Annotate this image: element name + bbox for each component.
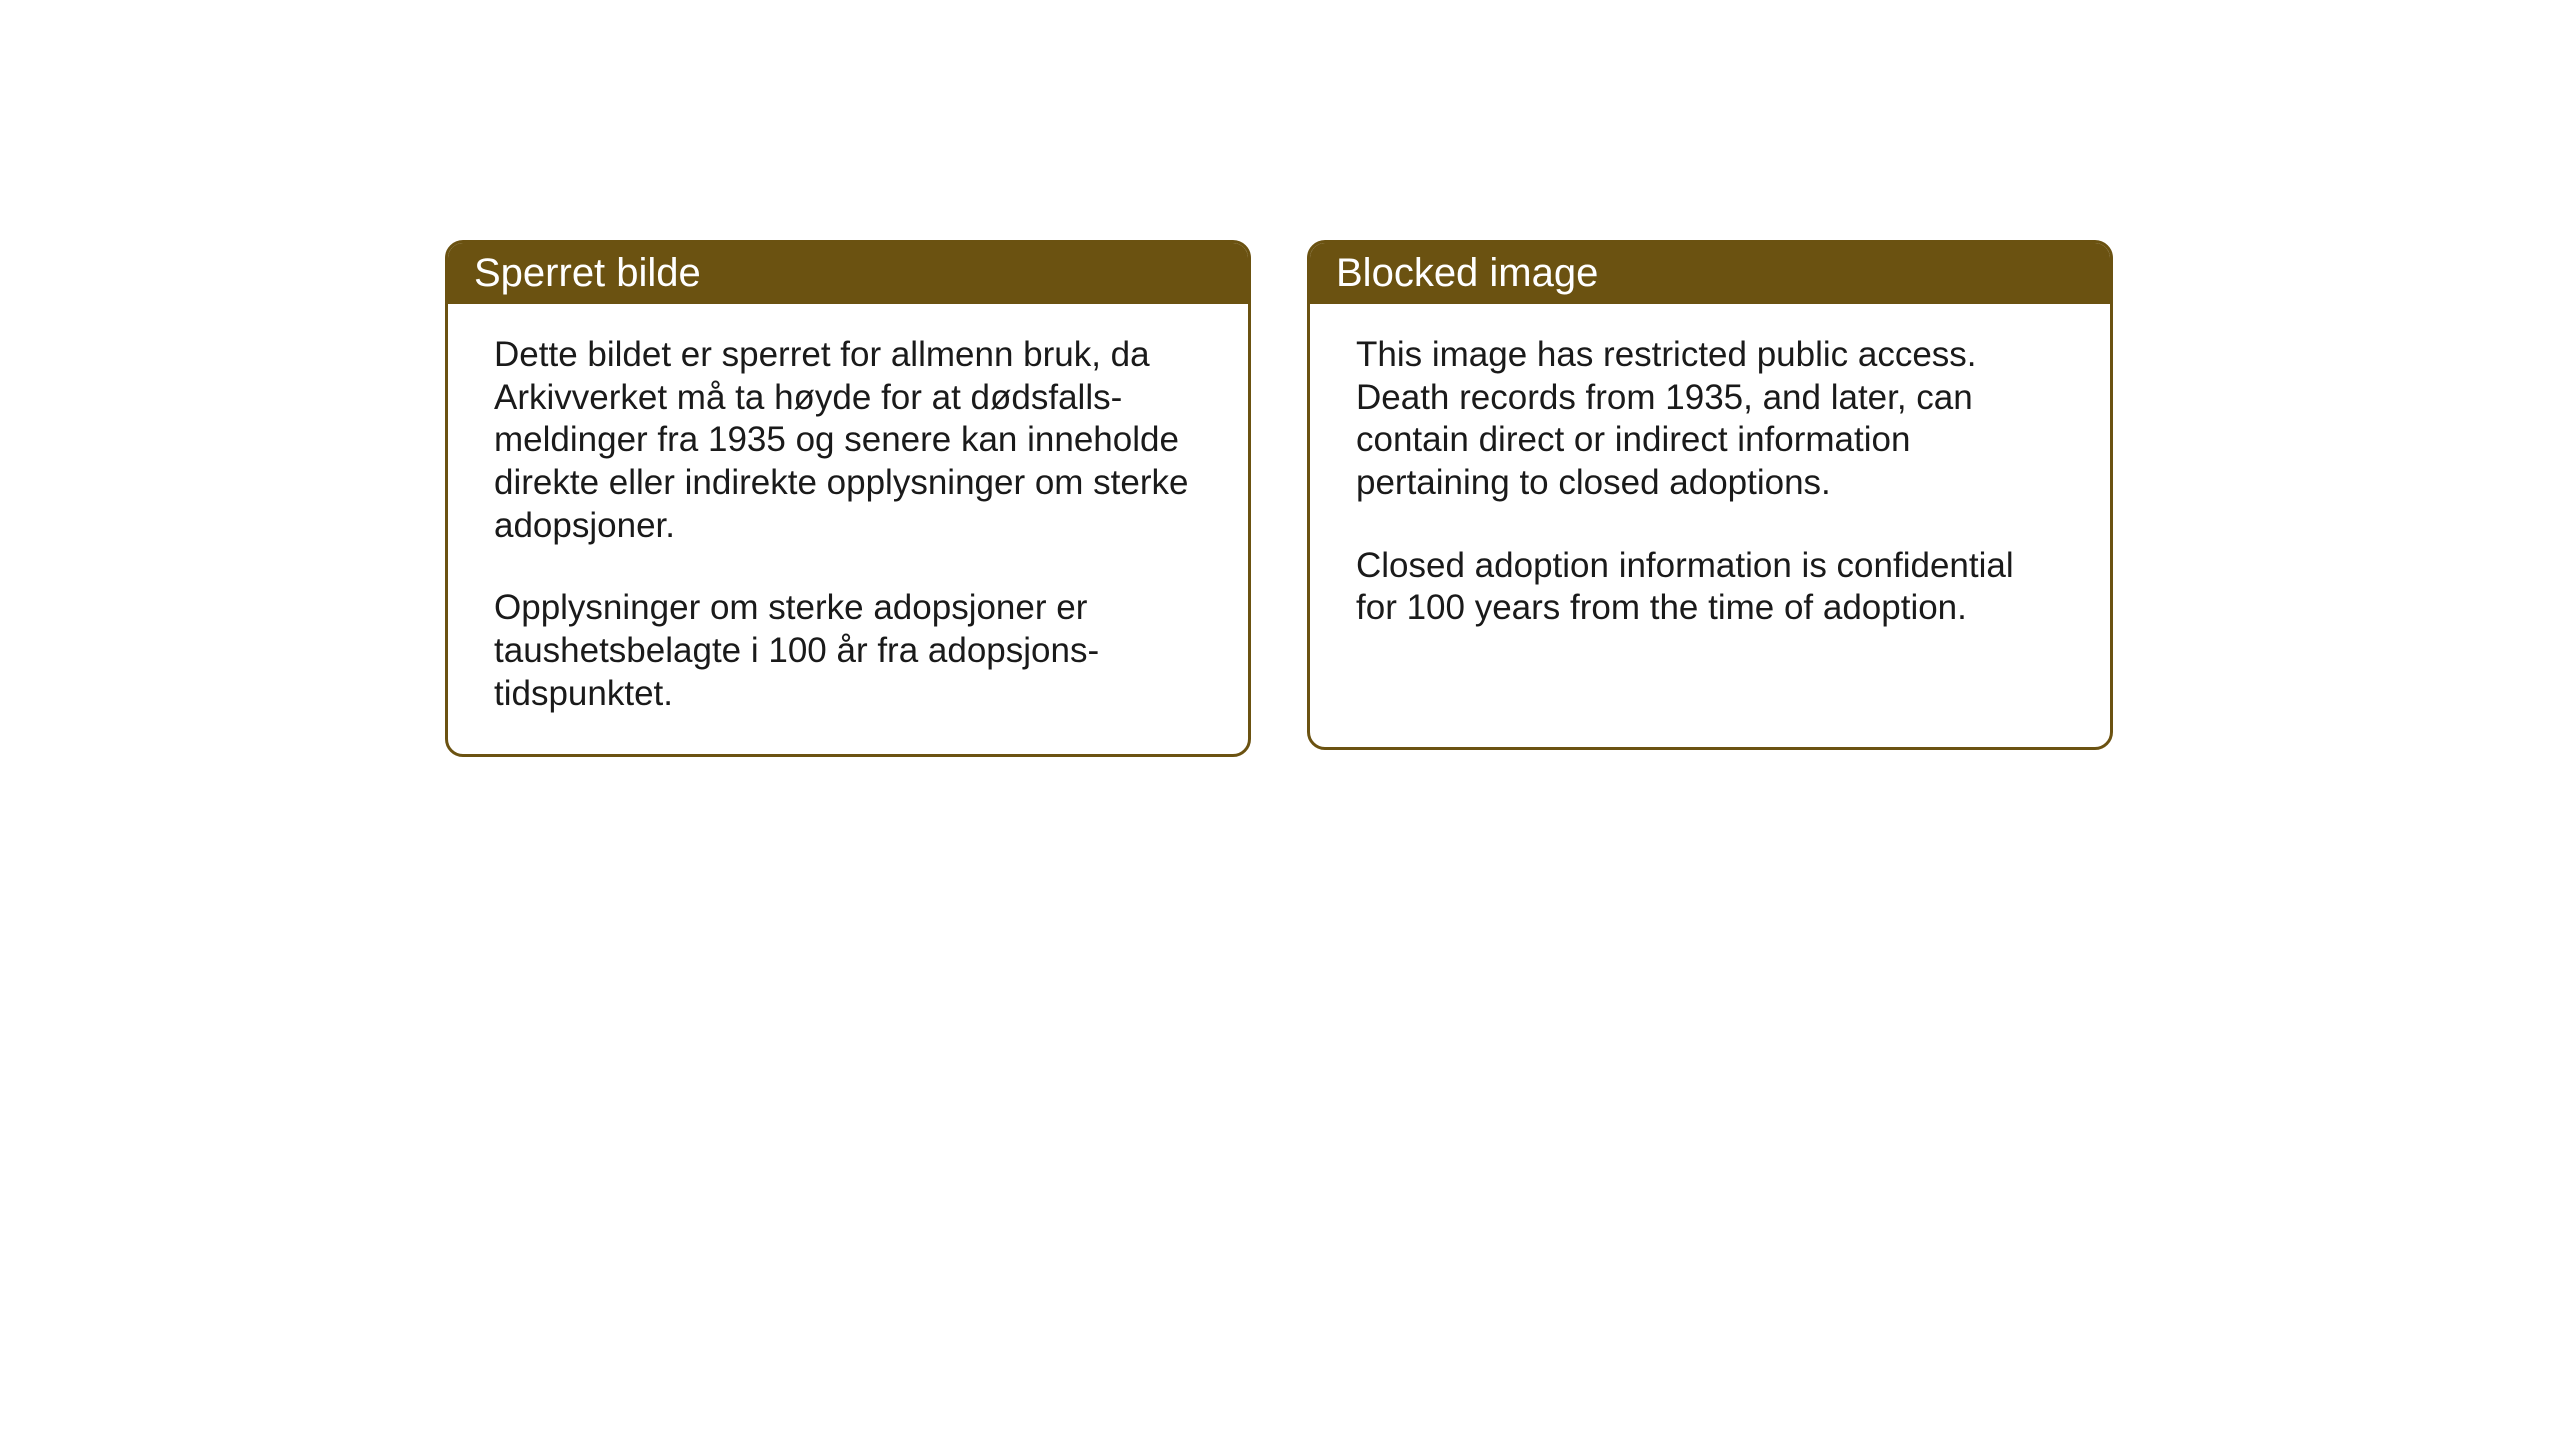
- norwegian-notice-box: Sperret bilde Dette bildet er sperret fo…: [445, 240, 1251, 757]
- norwegian-title: Sperret bilde: [474, 251, 701, 295]
- english-notice-body: This image has restricted public access.…: [1310, 304, 2110, 668]
- norwegian-paragraph-1: Dette bildet er sperret for allmenn bruk…: [494, 334, 1202, 547]
- english-paragraph-2: Closed adoption information is confident…: [1356, 545, 2064, 630]
- norwegian-paragraph-2: Opplysninger om sterke adopsjoner er tau…: [494, 587, 1202, 715]
- english-title: Blocked image: [1336, 251, 1598, 295]
- english-paragraph-1: This image has restricted public access.…: [1356, 334, 2064, 505]
- norwegian-notice-body: Dette bildet er sperret for allmenn bruk…: [448, 304, 1248, 754]
- english-notice-box: Blocked image This image has restricted …: [1307, 240, 2113, 750]
- english-notice-header: Blocked image: [1310, 243, 2110, 304]
- notice-container: Sperret bilde Dette bildet er sperret fo…: [445, 240, 2113, 757]
- norwegian-notice-header: Sperret bilde: [448, 243, 1248, 304]
